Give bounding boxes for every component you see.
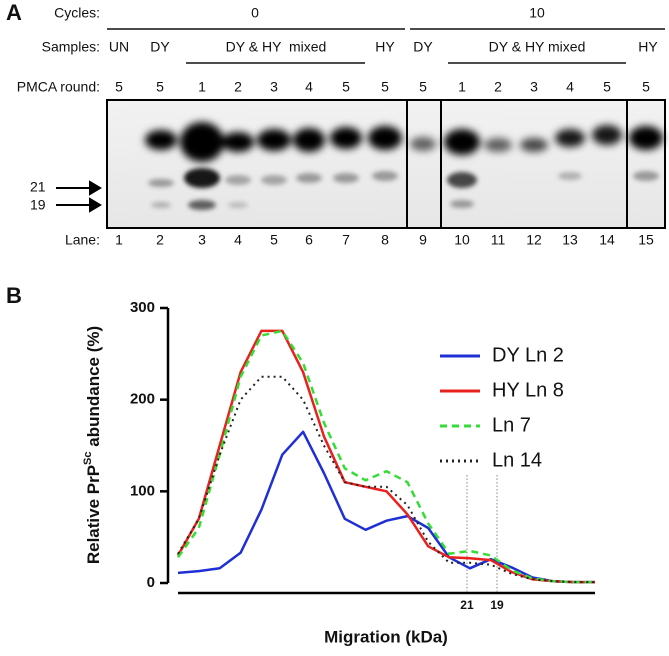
lane-number: 3 [198, 232, 206, 248]
pmca-round: 5 [342, 79, 350, 95]
legend-label: Ln 7 [492, 414, 531, 436]
lane-number: 8 [381, 232, 389, 248]
y-label-superscript: Sc [82, 451, 94, 464]
row-label: Cycles: [54, 5, 100, 21]
cycle: 0 [251, 5, 259, 21]
blot [106, 99, 666, 229]
sample: DY & HY mixed [489, 39, 586, 55]
pmca-round: 4 [305, 79, 313, 95]
line-series [177, 430, 595, 584]
lane-number: 2 [156, 232, 164, 248]
cycle: 10 [529, 5, 545, 21]
lane-number: 6 [305, 232, 313, 248]
sample: HY [638, 39, 658, 55]
lane-number: 9 [419, 232, 427, 248]
y-axis-label: Relative PrPSc abundance (%) [82, 326, 104, 564]
lane-number: 5 [270, 232, 278, 248]
pmca-round: 2 [234, 79, 242, 95]
line-series [176, 329, 595, 584]
panel-label: A [6, 0, 22, 25]
pmca-round: 4 [566, 79, 574, 95]
panel-label: B [6, 283, 22, 308]
y-tick-label: 0 [147, 574, 155, 591]
pmca-round: 5 [156, 79, 164, 95]
sample: DY [413, 39, 433, 55]
legend-label: HY Ln 8 [492, 379, 564, 401]
line-series [177, 375, 595, 584]
lane-number: 4 [234, 232, 242, 248]
sample: DY & HY mixed [226, 39, 327, 55]
y-tick-label: 300 [130, 299, 155, 316]
sample: HY [375, 39, 395, 55]
row-label: Samples: [42, 39, 100, 55]
marker-label: 19 [30, 197, 46, 213]
pmca-round: 2 [494, 79, 502, 95]
lane-number: 13 [562, 232, 578, 248]
marker-label: 21 [30, 179, 46, 195]
pmca-round: 3 [270, 79, 278, 95]
pmca-round: 5 [603, 79, 611, 95]
lane-number: 7 [342, 232, 350, 248]
lane-number: 15 [638, 232, 654, 248]
sample: UN [109, 39, 129, 55]
lane-number: 1 [115, 232, 123, 248]
marker-arrows [56, 180, 102, 213]
lane-number: 12 [526, 232, 542, 248]
y-tick-label: 200 [130, 391, 155, 408]
lane-number: 10 [454, 232, 470, 248]
pmca-round: 1 [198, 79, 206, 95]
sample: DY [150, 39, 170, 55]
lane-number: 14 [599, 232, 615, 248]
row-label: PMCA round: [17, 79, 100, 95]
y-label-rest: abundance (%) [84, 326, 103, 452]
legend-label: DY Ln 2 [492, 344, 564, 366]
pmca-round: 5 [381, 79, 389, 95]
x-axis-label: Migration (kDa) [324, 627, 448, 646]
y-label-text: Relative PrP [84, 465, 103, 564]
pmca-round: 5 [419, 79, 427, 95]
legend-label: Ln 14 [492, 449, 542, 471]
y-tick-label: 100 [130, 482, 155, 499]
lane-number: 11 [491, 232, 506, 248]
x-tick-label: 19 [490, 598, 504, 612]
pmca-round: 1 [458, 79, 466, 95]
row-label: Lane: [65, 232, 100, 248]
pmca-round: 5 [115, 79, 123, 95]
pmca-round: 5 [642, 79, 650, 95]
pmca-round: 3 [530, 79, 538, 95]
x-tick-label: 21 [460, 598, 474, 612]
